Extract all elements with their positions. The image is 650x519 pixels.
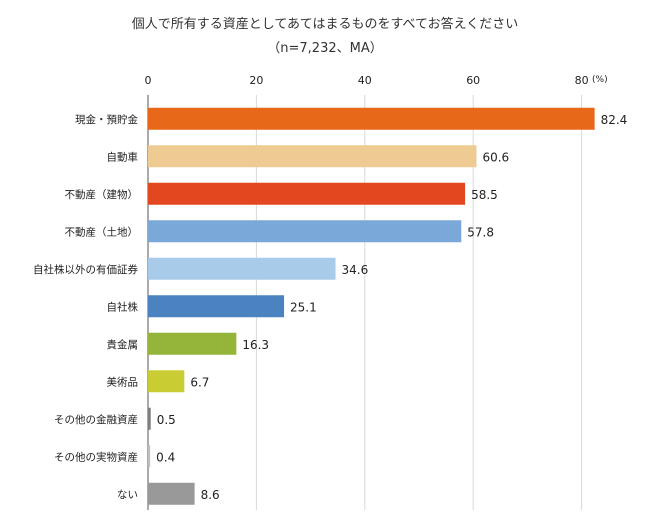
- bar: [148, 257, 336, 280]
- category-label: 自社株以外の有価証券: [33, 263, 138, 276]
- category-label: 不動産（建物）: [65, 188, 139, 201]
- bar: [148, 332, 237, 355]
- value-label: 16.3: [242, 338, 269, 352]
- bar: [148, 295, 285, 318]
- category-label: 不動産（土地）: [65, 225, 139, 238]
- x-axis-ticks: 0 20 40 60 80: [145, 74, 589, 87]
- bar: [148, 445, 151, 468]
- category-label: その他の実物資産: [54, 450, 138, 463]
- value-labels: 82.4 60.6 58.5 57.8 34.6 25.1 16.3 6.7 0.5 0.4 8.6: [156, 113, 627, 502]
- value-label: 25.1: [290, 300, 317, 314]
- x-tick-label: 80: [575, 74, 589, 87]
- category-label: ない: [117, 489, 138, 501]
- bar: [148, 482, 195, 505]
- bar: [148, 182, 466, 205]
- unit-label: (%): [592, 75, 608, 85]
- category-label: その他の金融資産: [54, 413, 138, 426]
- bars: [148, 107, 595, 505]
- bar: [148, 107, 595, 130]
- x-tick-label: 0: [145, 74, 152, 87]
- x-tick-label: 40: [358, 74, 372, 87]
- category-label: 美術品: [107, 375, 139, 388]
- chart-subtitle: （n=7,232、MA）: [267, 41, 382, 56]
- bar: [148, 145, 477, 168]
- bar: [148, 220, 462, 243]
- value-label: 0.5: [157, 413, 176, 427]
- value-label: 34.6: [342, 263, 369, 277]
- category-label: 現金・預貯金: [75, 113, 138, 126]
- bar: [148, 370, 185, 393]
- value-label: 0.4: [156, 450, 175, 464]
- category-label: 貴金属: [107, 338, 139, 351]
- x-tick-label: 20: [249, 74, 263, 87]
- value-label: 58.5: [471, 188, 498, 202]
- value-label: 82.4: [601, 113, 628, 127]
- chart-title: 個人で所有する資産としてあてはまるものをすべてお答えください: [132, 16, 519, 32]
- category-label: 自社株: [107, 300, 139, 313]
- bar: [148, 407, 151, 430]
- value-label: 6.7: [190, 375, 209, 389]
- value-label: 60.6: [482, 150, 509, 164]
- x-tick-label: 60: [466, 74, 480, 87]
- category-label: 自動車: [107, 150, 139, 163]
- value-label: 57.8: [467, 225, 494, 239]
- value-label: 8.6: [201, 488, 220, 502]
